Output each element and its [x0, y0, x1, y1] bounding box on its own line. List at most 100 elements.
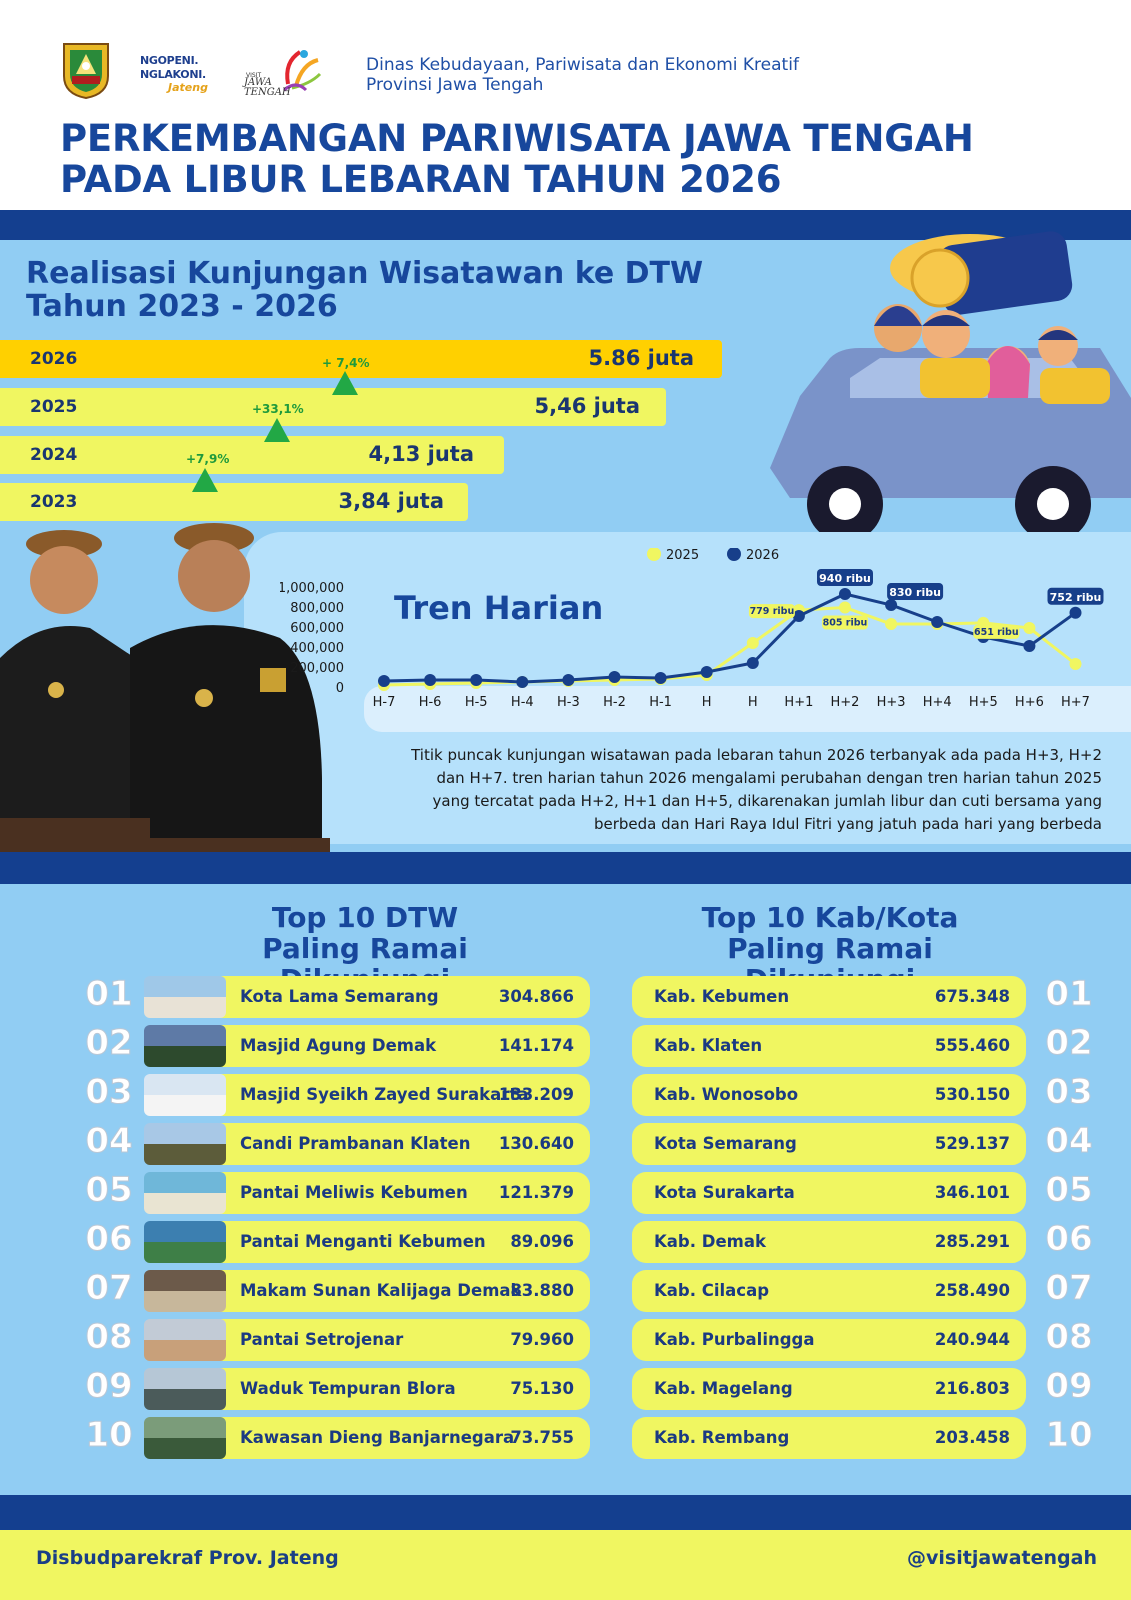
- destination-name: Pantai Meliwis Kebumen: [240, 1183, 468, 1202]
- page-title-line2: PADA LIBUR LEBARAN TAHUN 2026: [60, 158, 782, 201]
- visitor-count: 304.866: [498, 987, 574, 1006]
- logo2-line3: Jateng: [168, 81, 208, 94]
- destination-thumbnail: [144, 1319, 226, 1361]
- visitor-count: 79.960: [510, 1330, 574, 1349]
- growth-label-2025: +33,1%: [252, 402, 304, 416]
- data-point-2026: [700, 666, 713, 678]
- trend-line-chart: 1,000,000 800,000 600,000 400,000 200,000 0 H-…: [280, 548, 1104, 710]
- ngopeni-nglakoni-logo: NGOPENI. NGLAKONI. Jateng: [140, 54, 220, 100]
- kab-row: Kab. Demak 285.291: [632, 1221, 1026, 1263]
- regency-name: Kab. Purbalingga: [654, 1330, 815, 1349]
- logo2-line1: NGOPENI.: [140, 54, 199, 67]
- rank-number: 02: [1045, 1023, 1093, 1064]
- data-label-2026: 830 ribu: [889, 586, 941, 599]
- destination-thumbnail: [144, 1123, 226, 1165]
- visitor-count: 258.490: [934, 1281, 1010, 1300]
- y-tick-label: 200,000: [290, 661, 344, 676]
- year-value: 4,13 juta: [368, 442, 474, 466]
- destination-name: Makam Sunan Kalijaga Demak: [240, 1281, 522, 1300]
- rank-number: 01: [85, 974, 133, 1015]
- destination-name: Pantai Menganti Kebumen: [240, 1232, 486, 1251]
- series-line-2026: [383, 592, 1077, 684]
- data-point-2026: [424, 674, 437, 686]
- x-tick-label: H+2: [831, 695, 860, 710]
- dtw-row: Masjid Agung Demak 141.174: [144, 1025, 590, 1067]
- data-point-2026: [608, 671, 621, 683]
- x-tick-label: H-6: [419, 695, 442, 710]
- visitor-count: 346.101: [934, 1183, 1010, 1202]
- data-point-2026: [516, 676, 529, 688]
- destination-thumbnail: [144, 1074, 226, 1116]
- visitor-count: 133.209: [498, 1085, 574, 1104]
- page-title-line1: PERKEMBANGAN PARIWISATA JAWA TENGAH: [60, 117, 974, 160]
- rank-number: 09: [85, 1366, 133, 1407]
- rank-number: 05: [1045, 1170, 1093, 1211]
- rank-number: 08: [85, 1317, 133, 1358]
- visitor-count: 121.379: [498, 1183, 574, 1202]
- data-point-2026: [746, 657, 759, 669]
- year-value: 5,46 juta: [534, 394, 640, 418]
- dtw-row: Waduk Tempuran Blora 75.130: [144, 1368, 590, 1410]
- regency-name: Kota Surakarta: [654, 1183, 795, 1202]
- year-label: 2025: [30, 397, 78, 417]
- destination-thumbnail: [144, 1025, 226, 1067]
- year-bar-2026: 2026 5.86 juta: [0, 340, 722, 378]
- visit-jawa-tengah-logo: VISIT JAWA TENGAH: [244, 44, 328, 104]
- visitor-count: 130.640: [498, 1134, 574, 1153]
- x-tick-label: H-2: [603, 695, 626, 710]
- growth-up-arrow-icon: [264, 418, 290, 442]
- page-title: PERKEMBANGAN PARIWISATA JAWA TENGAH PADA…: [60, 118, 974, 200]
- visitor-count: 141.174: [498, 1036, 574, 1055]
- data-point-2025: [839, 601, 851, 614]
- logo2-line2: NGLAKONI.: [140, 68, 206, 81]
- data-label-2026: 752 ribu: [1050, 591, 1102, 604]
- dtw-row: Candi Prambanan Klaten 130.640: [144, 1123, 590, 1165]
- rank-number: 06: [85, 1219, 133, 1260]
- kab-row: Kota Surakarta 346.101: [632, 1172, 1026, 1214]
- x-tick-label: H: [748, 695, 758, 710]
- regency-name: Kab. Cilacap: [654, 1281, 770, 1300]
- data-label-box-2026: [887, 583, 944, 600]
- visitor-count: 89.096: [510, 1232, 574, 1251]
- growth-up-arrow-icon: [332, 371, 358, 395]
- y-tick-label: 1,000,000: [280, 581, 344, 596]
- dtw-row: Kota Lama Semarang 304.866: [144, 976, 590, 1018]
- rank-number: 06: [1045, 1219, 1093, 1260]
- data-point-2025: [1023, 622, 1036, 634]
- data-point-2026: [931, 616, 944, 628]
- kab-row: Kab. Rembang 203.458: [632, 1417, 1026, 1459]
- year-value: 5.86 juta: [588, 346, 694, 370]
- destination-name: Masjid Syeikh Zayed Surakarta: [240, 1085, 529, 1104]
- destination-thumbnail: [144, 1270, 226, 1312]
- visitor-count: 240.944: [934, 1330, 1010, 1349]
- trend-note: Titik puncak kunjungan wisatawan pada le…: [411, 746, 1102, 833]
- destination-thumbnail: [144, 1172, 226, 1214]
- data-point-2026: [1023, 640, 1036, 652]
- year-bar-2023: 2023 3,84 juta: [0, 483, 468, 521]
- rank-number: 07: [85, 1268, 133, 1309]
- rank-number: 08: [1045, 1317, 1093, 1358]
- x-tick-label: H-3: [557, 695, 580, 710]
- x-tick-label: H+6: [1015, 695, 1044, 710]
- data-label-box-2026: [817, 569, 873, 586]
- data-point-2026: [839, 588, 851, 600]
- kab-row: Kab. Magelang 216.803: [632, 1368, 1026, 1410]
- destination-thumbnail: [144, 976, 226, 1018]
- year-bar-2024: 2024 4,13 juta: [0, 436, 504, 474]
- data-label-2025: 651 ribu: [974, 627, 1019, 638]
- destination-thumbnail: [144, 1368, 226, 1410]
- data-label-2026: 940 ribu: [819, 572, 871, 585]
- regency-name: Kab. Klaten: [654, 1036, 763, 1055]
- series-line-2025: [383, 605, 1077, 687]
- destination-thumbnail: [144, 1221, 226, 1263]
- visitor-count: 285.291: [934, 1232, 1010, 1251]
- data-point-2026: [470, 674, 483, 686]
- destination-name: Kota Lama Semarang: [240, 987, 439, 1006]
- x-tick-label: H+5: [969, 695, 998, 710]
- dtw-row: Pantai Meliwis Kebumen 121.379: [144, 1172, 590, 1214]
- kab-row: Kab. Kebumen 675.348: [632, 976, 1026, 1018]
- x-tick-label: H+7: [1061, 695, 1090, 710]
- data-point-2026: [792, 610, 805, 622]
- data-label-2025: 805 ribu: [823, 618, 868, 629]
- visits-title-line2: Tahun 2023 - 2026: [26, 289, 338, 324]
